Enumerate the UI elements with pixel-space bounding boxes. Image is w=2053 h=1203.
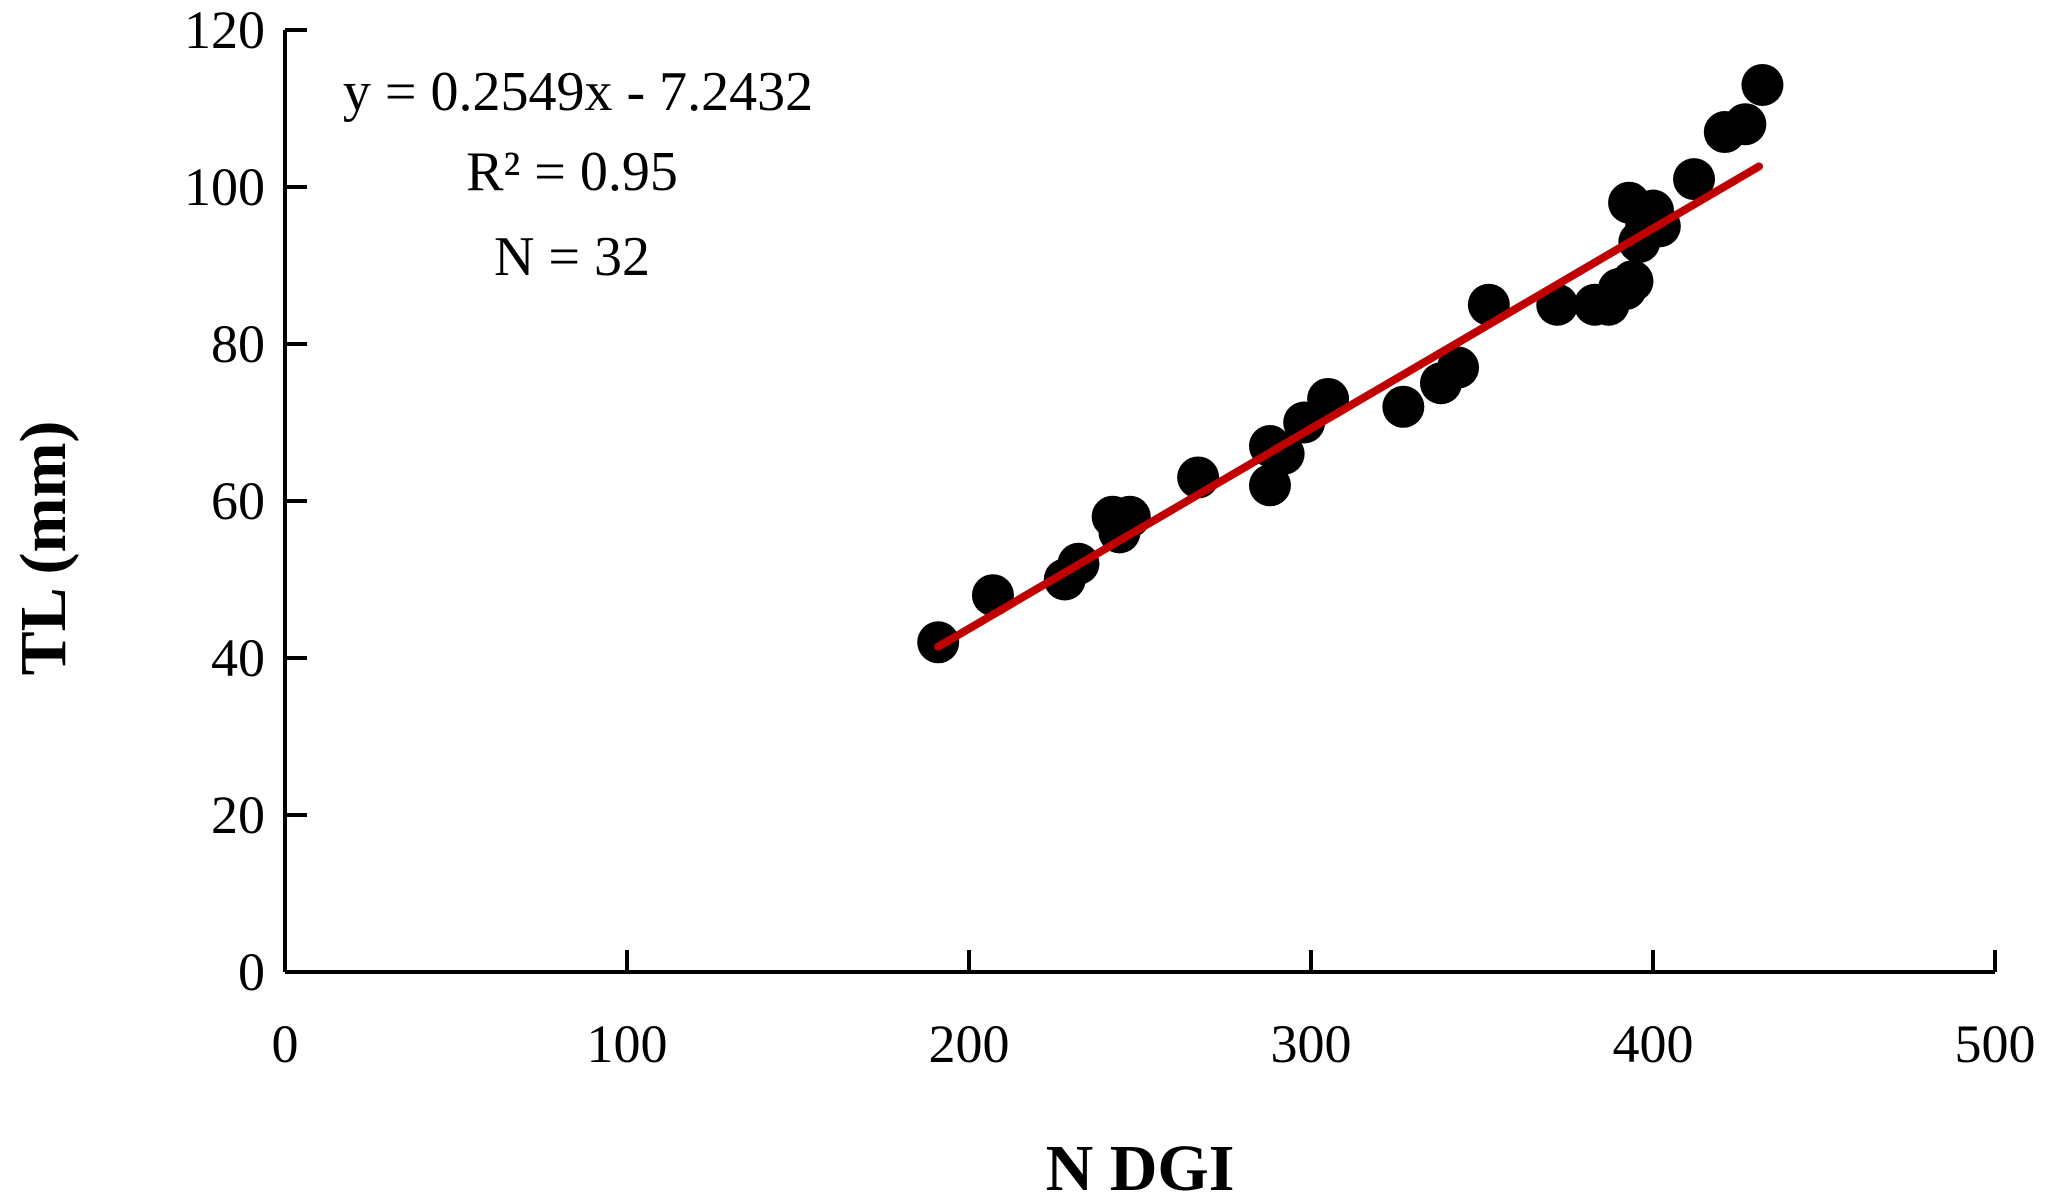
data-point <box>1382 385 1425 428</box>
regression-annotations: y = 0.2549x - 7.2432 R² = 0.95 N = 32 <box>343 61 813 288</box>
trendline <box>934 162 1764 651</box>
annotation-text: N = 32 <box>494 226 650 288</box>
x-axis-title: N DGI <box>1046 1132 1235 1203</box>
data-points <box>917 63 1784 664</box>
y-tick-label: 40 <box>211 628 265 688</box>
y-tick-label: 100 <box>184 157 265 217</box>
x-tick-label: 300 <box>1271 1014 1352 1074</box>
data-point <box>1741 63 1784 106</box>
y-tick-label: 20 <box>211 785 265 845</box>
annotation-text: R² = 0.95 <box>466 141 678 203</box>
data-point <box>1673 158 1716 201</box>
trendline-group <box>934 162 1764 651</box>
x-axis-ticks: 0 100 200 300 400 500 <box>272 950 2036 1074</box>
data-point <box>1248 464 1291 507</box>
data-point <box>1724 103 1767 146</box>
x-tick-label: 200 <box>929 1014 1010 1074</box>
x-tick-label: 0 <box>272 1014 299 1074</box>
annotation-text: y = 0.2549x - 7.2432 <box>343 61 813 123</box>
y-tick-label: 120 <box>184 0 265 60</box>
x-tick-label: 100 <box>587 1014 668 1074</box>
y-axis-ticks: 0 20 40 60 80 100 120 <box>184 0 307 1002</box>
y-tick-label: 60 <box>211 471 265 531</box>
data-point <box>1437 346 1480 389</box>
y-tick-label: 80 <box>211 314 265 374</box>
x-tick-label: 500 <box>1955 1014 2036 1074</box>
y-axis-title: TL (mm) <box>7 421 80 676</box>
data-point <box>1604 268 1647 311</box>
x-tick-label: 400 <box>1613 1014 1694 1074</box>
y-tick-label: 0 <box>238 942 265 1002</box>
data-point <box>1262 432 1305 475</box>
